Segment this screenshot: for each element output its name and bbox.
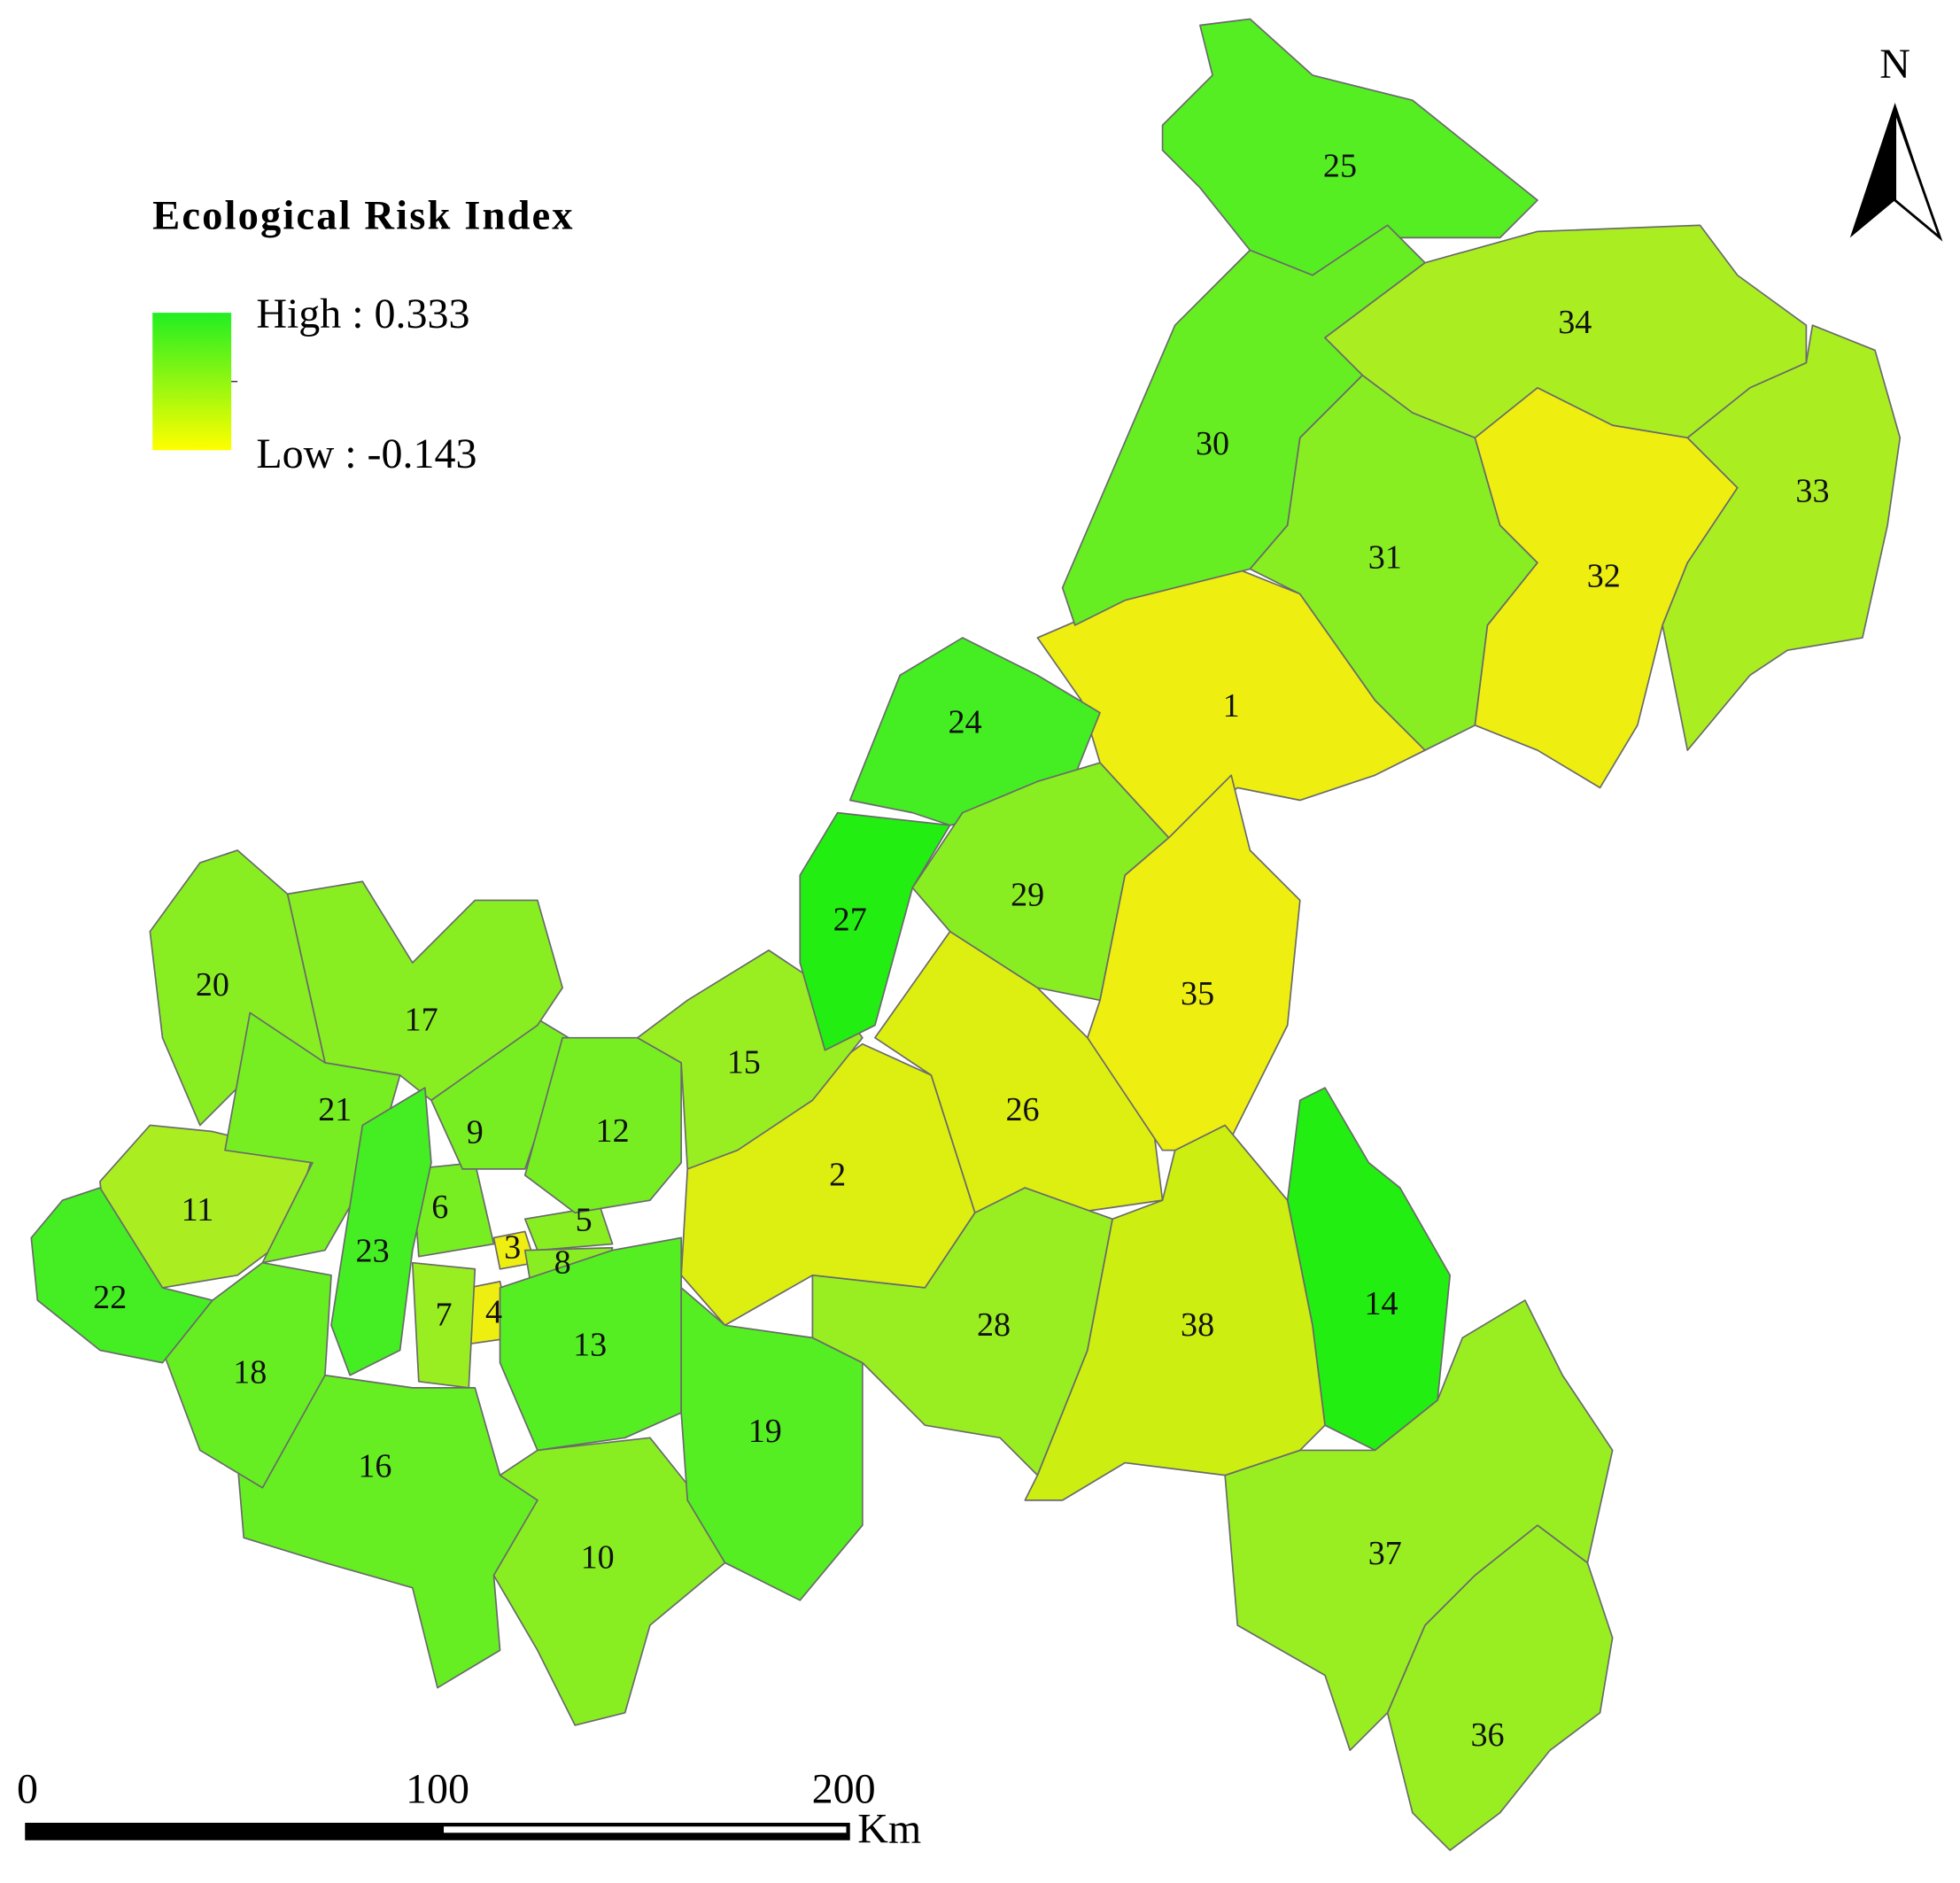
scale-label: 0 xyxy=(17,1765,38,1812)
north-label: N xyxy=(1879,41,1910,88)
region-label: 21 xyxy=(318,1091,352,1128)
region-label: 29 xyxy=(1011,876,1044,913)
region xyxy=(330,1087,432,1376)
legend-high: High : 0.333 xyxy=(256,291,469,337)
region-label: 20 xyxy=(196,966,229,1003)
region xyxy=(848,637,1101,826)
legend-title: Ecological Risk Index xyxy=(152,194,575,239)
legend-gradient xyxy=(152,313,232,451)
region xyxy=(1087,774,1301,1151)
region xyxy=(799,811,951,1051)
legend-low: Low : -0.143 xyxy=(256,430,476,477)
region xyxy=(1161,18,1538,276)
region-labels: 1234567891011121314151617181920212223242… xyxy=(93,148,1829,1754)
region-label: 23 xyxy=(356,1233,390,1270)
region-label: 24 xyxy=(949,704,982,741)
region-label: 2 xyxy=(829,1156,846,1193)
region-label: 25 xyxy=(1323,148,1357,185)
regions xyxy=(30,18,1902,1851)
region-label: 30 xyxy=(1196,425,1229,462)
region-label: 14 xyxy=(1364,1285,1398,1322)
region-label: 3 xyxy=(504,1228,521,1266)
region-label: 38 xyxy=(1181,1306,1214,1344)
region xyxy=(1024,1124,1326,1501)
region-label: 7 xyxy=(436,1297,453,1334)
region-label: 32 xyxy=(1587,557,1621,594)
region-label: 15 xyxy=(727,1043,761,1081)
region-label: 16 xyxy=(358,1447,391,1484)
scale-label: 200 xyxy=(812,1765,876,1812)
region xyxy=(224,1011,401,1264)
region-label: 9 xyxy=(467,1114,484,1151)
region-label: 13 xyxy=(573,1326,607,1363)
region-label: 36 xyxy=(1470,1716,1504,1754)
region xyxy=(1662,324,1902,751)
region-label: 18 xyxy=(233,1353,267,1391)
region xyxy=(161,1261,332,1489)
scale-bar-segment xyxy=(444,1826,847,1833)
region-label: 1 xyxy=(1223,687,1240,725)
region-label: 37 xyxy=(1368,1535,1402,1572)
region-label: 28 xyxy=(977,1306,1011,1344)
region-label: 17 xyxy=(405,1001,438,1038)
region-label: 27 xyxy=(833,902,867,939)
region-label: 31 xyxy=(1368,539,1402,576)
region-label: 8 xyxy=(554,1244,571,1281)
region xyxy=(636,949,864,1170)
region-label: 12 xyxy=(596,1112,630,1150)
scale-label: 100 xyxy=(406,1765,469,1812)
region xyxy=(1324,224,1808,439)
region xyxy=(30,1187,213,1364)
region-label: 6 xyxy=(431,1189,448,1226)
region xyxy=(1224,1299,1614,1751)
region xyxy=(236,1374,538,1689)
region-label: 19 xyxy=(748,1413,782,1450)
scale-unit: Km xyxy=(857,1806,921,1853)
region-label: 22 xyxy=(93,1279,127,1316)
region-label: 34 xyxy=(1558,304,1592,341)
region-label: 5 xyxy=(576,1201,593,1238)
region xyxy=(680,1287,864,1601)
region-label: 11 xyxy=(182,1191,214,1228)
region-label: 10 xyxy=(581,1538,615,1576)
region xyxy=(499,1236,683,1452)
north-arrow-half xyxy=(1894,109,1943,242)
region-label: 26 xyxy=(1005,1091,1039,1128)
region-label: 4 xyxy=(485,1294,502,1331)
region-label: 35 xyxy=(1181,975,1214,1012)
region xyxy=(523,1036,683,1214)
region-label: 33 xyxy=(1795,472,1829,509)
